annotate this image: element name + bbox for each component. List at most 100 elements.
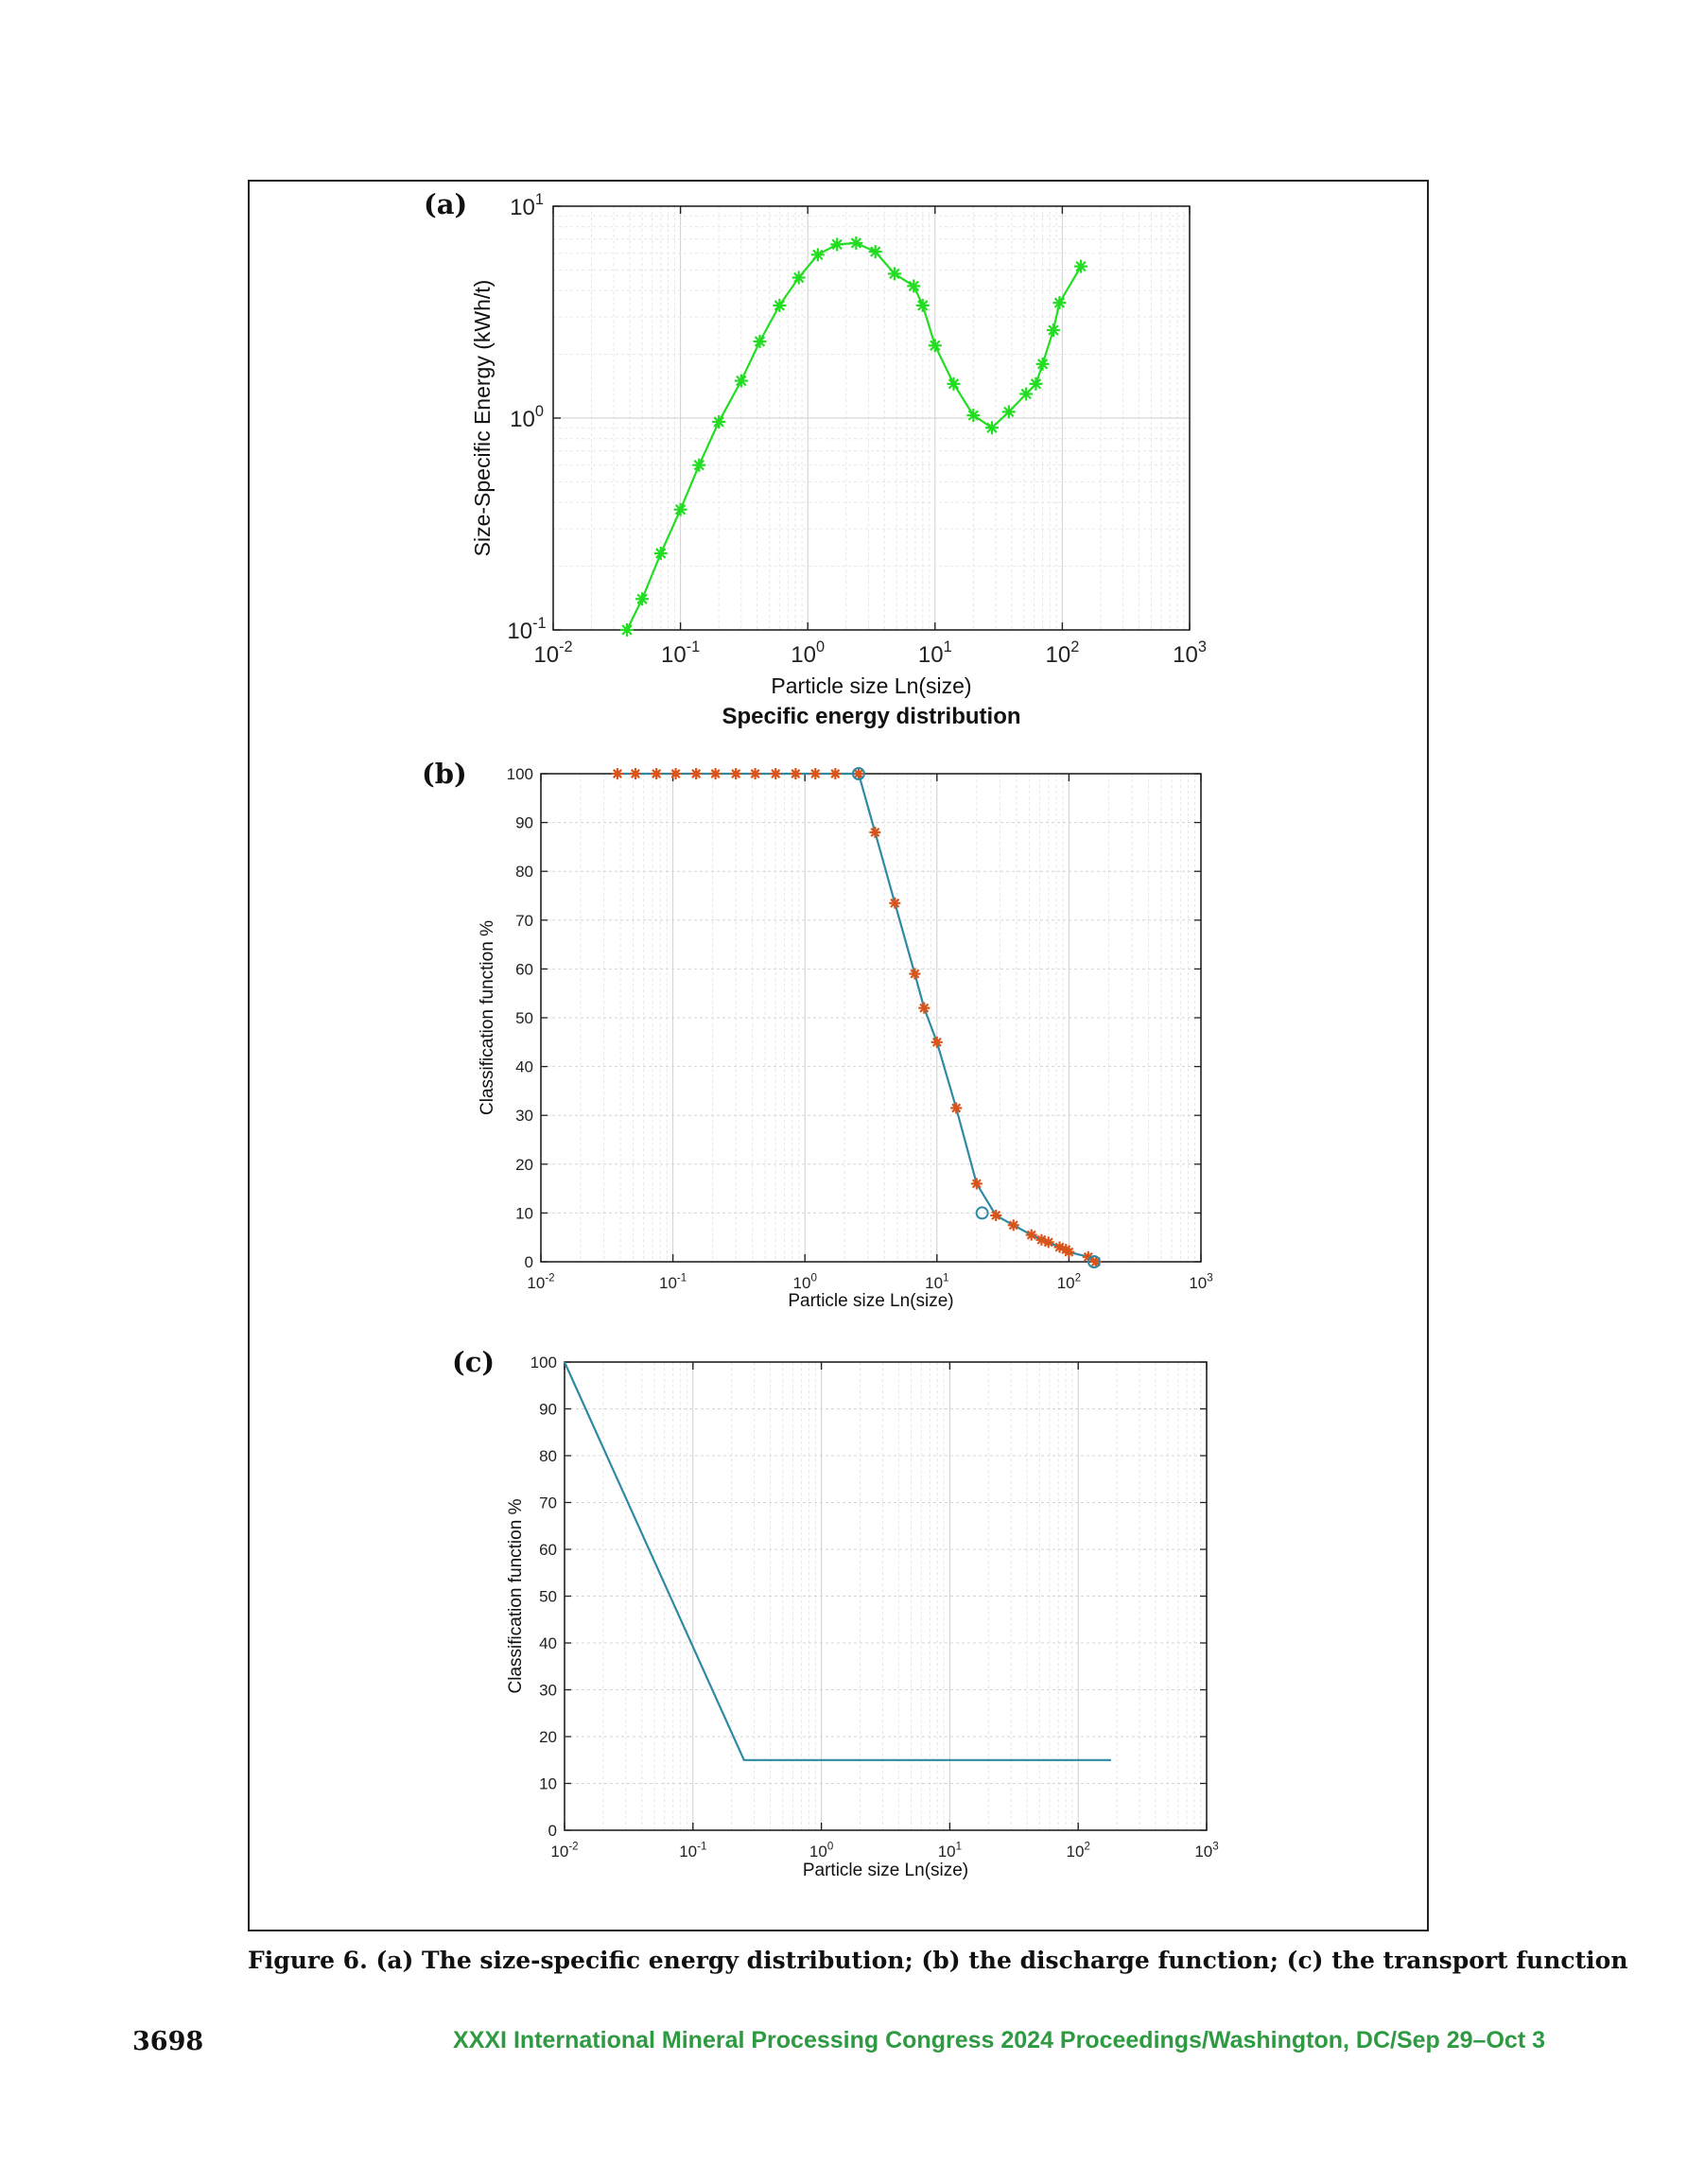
x-tick-label: 100 — [793, 1272, 817, 1292]
y-tick-label: 60 — [515, 960, 533, 978]
y-tick-label: 50 — [515, 1009, 533, 1027]
breakpoint-marker — [1087, 1255, 1101, 1268]
y-tick-label: 10 — [539, 1775, 557, 1793]
data-point — [928, 339, 942, 353]
data-point — [791, 271, 806, 285]
data-point — [915, 298, 930, 312]
data-point — [773, 298, 787, 312]
grid — [564, 1361, 1207, 1831]
x-tick-label: 103 — [1194, 1841, 1218, 1861]
panel-label: (a) — [424, 188, 467, 220]
data-point — [950, 1102, 963, 1114]
y-tick-label: 50 — [539, 1588, 557, 1606]
data-point — [947, 376, 961, 391]
data-point — [611, 768, 623, 779]
y-tick-label: 10 — [515, 1204, 533, 1222]
x-tick-label: 101 — [918, 638, 952, 668]
data-point — [1074, 259, 1088, 273]
x-tick-label: 103 — [1189, 1272, 1212, 1292]
x-tick-label: 102 — [1067, 1841, 1090, 1861]
breakpoint-marker — [975, 1206, 989, 1220]
x-tick-label: 101 — [938, 1841, 962, 1861]
x-axis-label: Particle size Ln(size) — [771, 673, 971, 698]
y-axis-label: Classification function % — [478, 920, 497, 1115]
y-tick-label: 10-1 — [507, 615, 546, 644]
y-tick-label: 101 — [510, 191, 544, 220]
data-point — [629, 768, 641, 779]
y-tick-label: 100 — [507, 765, 533, 783]
y-tick-label: 60 — [539, 1541, 557, 1559]
y-tick-label: 30 — [539, 1682, 557, 1700]
x-tick-label: 103 — [1173, 638, 1207, 668]
data-point — [651, 768, 663, 779]
proceedings-footer: XXXI International Mineral Processing Co… — [453, 2027, 1545, 2053]
x-axis-label: Particle size Ln(size) — [803, 1861, 968, 1880]
x-tick-label: 102 — [1057, 1272, 1081, 1292]
data-point — [1025, 1229, 1037, 1241]
series-line — [563, 1361, 1111, 1761]
y-tick-label: 0 — [525, 1253, 533, 1271]
data-point — [909, 968, 921, 980]
x-axis-label: Particle size Ln(size) — [788, 1291, 953, 1311]
data-point — [692, 458, 706, 472]
panel-label: (c) — [452, 1346, 495, 1378]
data-point — [918, 1002, 930, 1014]
page-number: 3698 — [132, 2027, 204, 2056]
data-point — [1052, 296, 1067, 310]
data-point — [709, 768, 722, 779]
data-point — [620, 623, 635, 637]
y-tick-label: 30 — [515, 1107, 533, 1125]
data-point — [749, 768, 761, 779]
data-point — [852, 768, 864, 779]
data-point — [810, 248, 825, 262]
data-point — [1042, 1236, 1054, 1249]
x-tick-label: 10-1 — [659, 1272, 687, 1292]
data-point — [907, 279, 921, 293]
breakpoint-marker — [851, 767, 865, 780]
y-tick-label: 90 — [515, 814, 533, 832]
chart-title: Specific energy distribution — [722, 704, 1020, 729]
x-tick-label: 10-2 — [527, 1272, 554, 1292]
y-tick-label: 70 — [539, 1494, 557, 1512]
y-tick-label: 20 — [539, 1728, 557, 1746]
data-point — [869, 826, 881, 838]
data-point — [868, 245, 882, 259]
y-tick-label: 40 — [515, 1058, 533, 1076]
data-point — [690, 768, 703, 779]
data-point — [653, 546, 668, 560]
x-tick-label: 102 — [1046, 638, 1080, 668]
y-tick-label: 90 — [539, 1401, 557, 1419]
grid — [540, 773, 1201, 1263]
y-tick-label: 100 — [530, 1354, 557, 1372]
data-point — [770, 768, 782, 779]
data-point — [930, 1036, 943, 1048]
data-point — [887, 267, 901, 281]
y-axis-label: Classification function % — [506, 1498, 526, 1693]
y-tick-label: 70 — [515, 912, 533, 930]
x-tick-label: 10-2 — [533, 638, 572, 668]
data-point — [673, 502, 687, 516]
x-tick-label: 10-1 — [679, 1841, 706, 1861]
figure-caption: Figure 6. (a) The size-specific energy d… — [248, 1947, 1628, 1974]
data-point — [1019, 387, 1034, 401]
data-point — [970, 1178, 983, 1190]
y-tick-label: 40 — [539, 1634, 557, 1652]
data-point — [830, 237, 844, 252]
data-point — [1007, 1219, 1019, 1232]
data-point — [990, 1209, 1002, 1221]
data-point — [730, 768, 742, 779]
data-point — [809, 768, 822, 779]
y-tick-label: 0 — [548, 1822, 557, 1840]
data-point — [1035, 357, 1050, 371]
data-point — [1063, 1246, 1075, 1258]
data-point — [984, 421, 999, 435]
data-point — [966, 409, 981, 423]
data-point — [734, 374, 748, 388]
y-tick-label: 20 — [515, 1156, 533, 1174]
figure-frame — [248, 180, 1429, 1931]
data-point — [1001, 405, 1016, 419]
data-point — [635, 592, 650, 606]
y-axis-label: Size-Specific Energy (kWh/t) — [470, 280, 495, 557]
x-tick-label: 10-2 — [550, 1841, 578, 1861]
